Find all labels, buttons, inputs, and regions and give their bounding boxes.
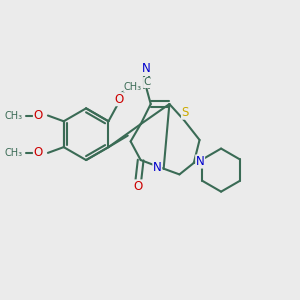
Text: CH₃: CH₃ <box>124 82 142 92</box>
Text: N: N <box>153 161 162 174</box>
Text: C: C <box>144 77 151 88</box>
Text: O: O <box>114 93 123 106</box>
Text: CH₃: CH₃ <box>4 148 22 158</box>
Text: O: O <box>34 109 43 122</box>
Text: S: S <box>182 106 189 119</box>
Text: N: N <box>196 155 205 168</box>
Text: N: N <box>142 62 151 76</box>
Text: O: O <box>34 146 43 159</box>
Text: CH₃: CH₃ <box>4 110 22 121</box>
Text: O: O <box>134 180 143 193</box>
